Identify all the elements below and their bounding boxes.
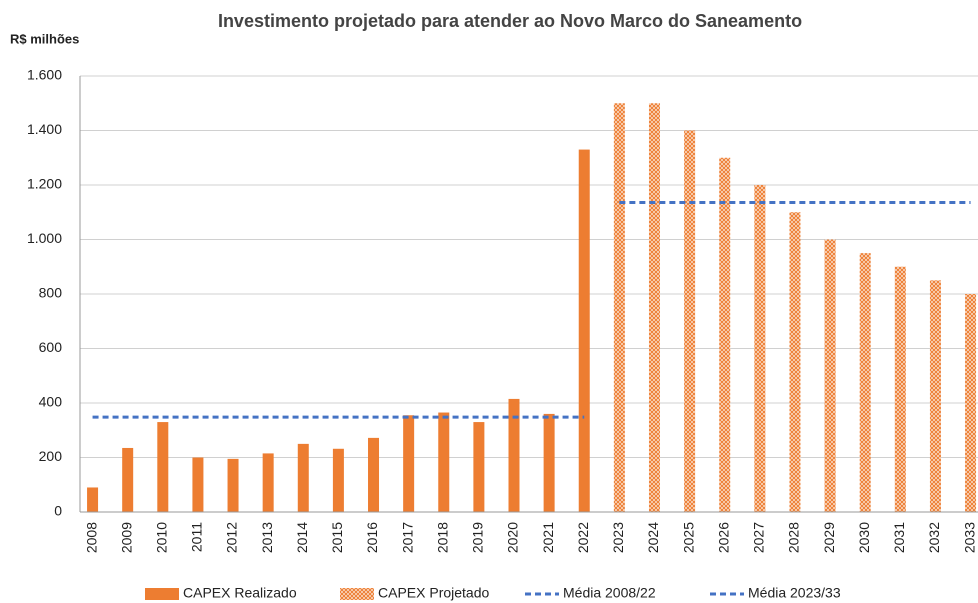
y-tick-label: 0 bbox=[54, 503, 62, 519]
y-tick-label: 200 bbox=[39, 448, 63, 464]
x-tick-label: 2033 bbox=[961, 522, 977, 553]
bar bbox=[965, 294, 977, 512]
x-tick-label: 2022 bbox=[575, 522, 591, 553]
bar bbox=[473, 422, 485, 512]
bar bbox=[894, 266, 906, 512]
legend-swatch bbox=[145, 588, 179, 600]
x-tick-label: 2016 bbox=[364, 522, 380, 553]
x-tick-label: 2028 bbox=[786, 522, 802, 553]
bar bbox=[438, 412, 450, 512]
x-tick-label: 2032 bbox=[926, 522, 942, 553]
x-tick-label: 2013 bbox=[259, 522, 275, 553]
x-tick-label: 2024 bbox=[645, 522, 661, 553]
x-tick-label: 2021 bbox=[540, 522, 556, 553]
bar bbox=[403, 415, 415, 512]
x-tick-label: 2018 bbox=[434, 522, 450, 553]
legend-label: CAPEX Realizado bbox=[183, 585, 297, 601]
bar bbox=[613, 103, 625, 512]
x-tick-label: 2017 bbox=[399, 522, 415, 553]
bar bbox=[262, 453, 274, 512]
bar bbox=[543, 413, 555, 512]
bar bbox=[754, 185, 766, 512]
y-tick-label: 800 bbox=[39, 285, 63, 301]
bar bbox=[684, 130, 696, 512]
bar bbox=[227, 458, 239, 512]
x-tick-label: 2014 bbox=[294, 522, 310, 553]
bar bbox=[508, 398, 520, 512]
x-tick-label: 2009 bbox=[118, 522, 134, 553]
x-tick-label: 2025 bbox=[680, 522, 696, 553]
bar bbox=[578, 149, 590, 512]
bar bbox=[789, 212, 801, 512]
legend-label: CAPEX Projetado bbox=[378, 585, 489, 601]
x-tick-label: 2030 bbox=[856, 522, 872, 553]
bar bbox=[87, 487, 99, 512]
y-tick-label: 400 bbox=[39, 394, 63, 410]
bar bbox=[719, 157, 731, 512]
bar bbox=[332, 448, 344, 512]
y-tick-label: 1.200 bbox=[27, 176, 62, 192]
y-axis-label: R$ milhões bbox=[10, 31, 79, 46]
legend-label: Média 2008/22 bbox=[563, 585, 656, 601]
y-tick-label: 600 bbox=[39, 339, 63, 355]
bar bbox=[368, 437, 380, 512]
bar bbox=[297, 443, 309, 512]
bar bbox=[157, 422, 169, 512]
legend-label: Média 2023/33 bbox=[748, 585, 841, 601]
x-tick-label: 2026 bbox=[715, 522, 731, 553]
y-tick-label: 1.600 bbox=[27, 67, 62, 83]
x-tick-label: 2015 bbox=[329, 522, 345, 553]
x-tick-label: 2029 bbox=[821, 522, 837, 553]
bar bbox=[648, 103, 660, 512]
bar bbox=[859, 253, 871, 512]
chart-title: Investimento projetado para atender ao N… bbox=[218, 11, 802, 31]
legend-swatch bbox=[340, 588, 374, 600]
x-tick-label: 2027 bbox=[751, 522, 767, 553]
x-tick-label: 2020 bbox=[505, 522, 521, 553]
bar bbox=[192, 457, 204, 512]
bar bbox=[122, 447, 134, 512]
x-tick-label: 2019 bbox=[470, 522, 486, 553]
y-tick-label: 1.400 bbox=[27, 121, 62, 137]
x-tick-label: 2011 bbox=[189, 522, 205, 552]
x-tick-label: 2012 bbox=[224, 522, 240, 553]
x-tick-label: 2010 bbox=[154, 522, 170, 553]
bar bbox=[824, 239, 836, 512]
x-tick-label: 2008 bbox=[83, 522, 99, 553]
x-tick-label: 2023 bbox=[610, 522, 626, 553]
y-tick-label: 1.000 bbox=[27, 230, 62, 246]
bar bbox=[929, 280, 941, 512]
x-tick-label: 2031 bbox=[891, 522, 907, 553]
